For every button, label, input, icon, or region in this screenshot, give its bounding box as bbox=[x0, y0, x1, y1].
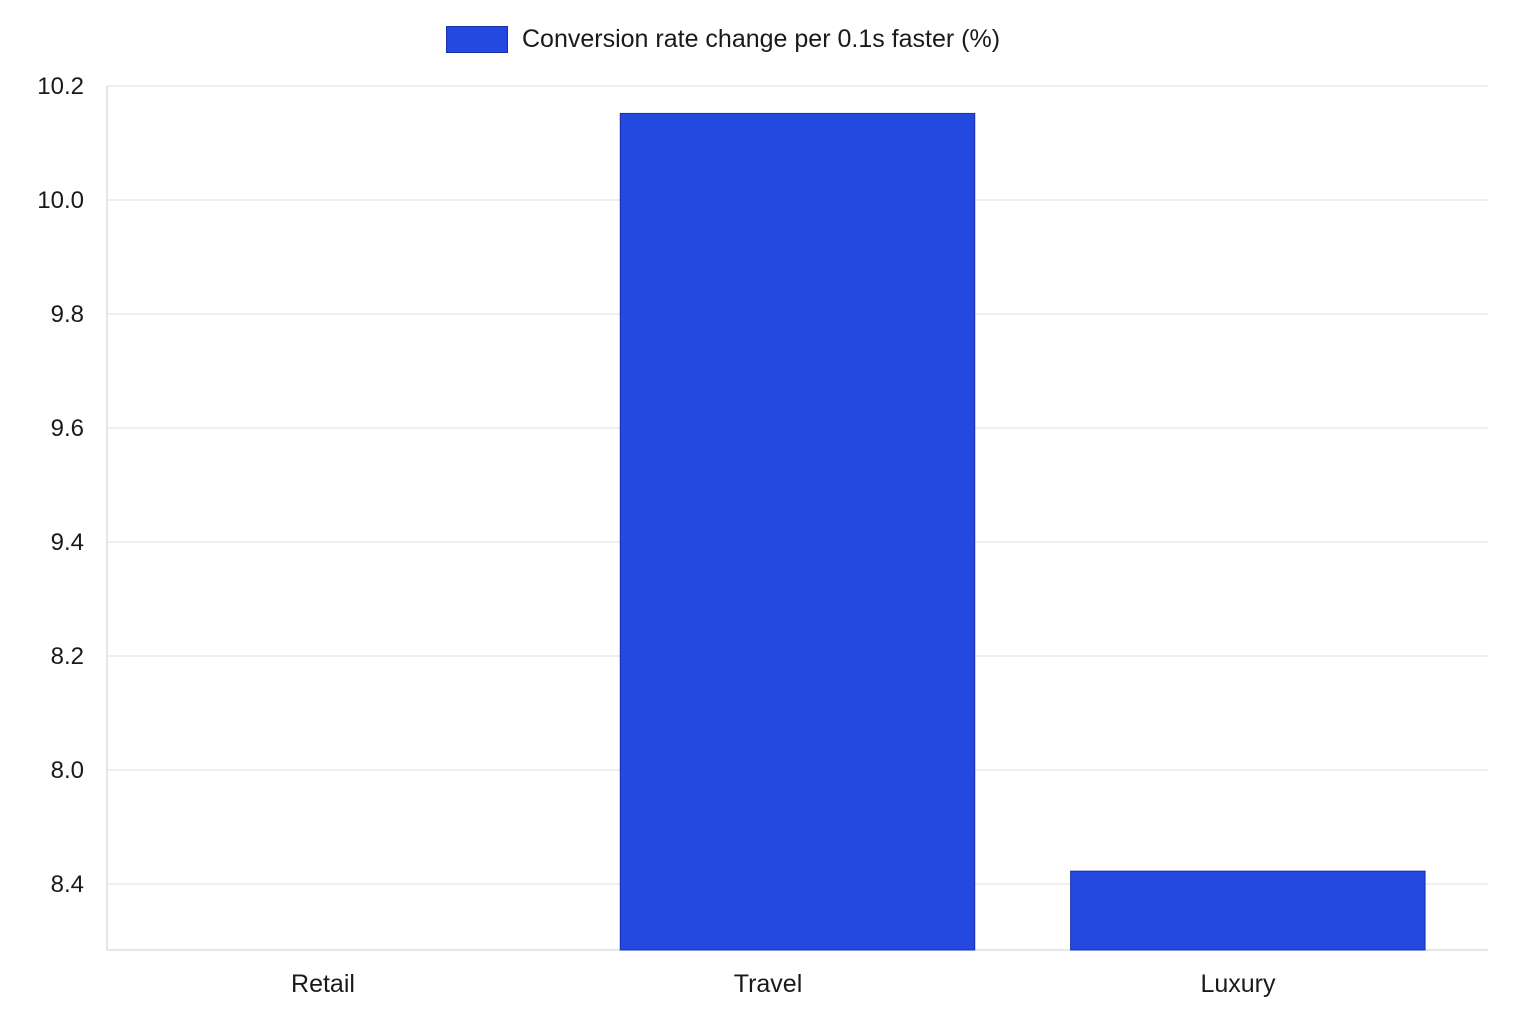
y-tick-label: 8.0 bbox=[51, 757, 84, 784]
y-tick-label: 8.2 bbox=[51, 643, 84, 670]
y-tick-label: 9.8 bbox=[51, 301, 84, 328]
x-tick-label-retail: Retail bbox=[291, 970, 355, 998]
x-tick-label-luxury: Luxury bbox=[1200, 970, 1276, 998]
legend: Conversion rate change per 0.1s faster (… bbox=[446, 24, 1000, 54]
legend-swatch bbox=[446, 25, 508, 53]
x-tick-labels: Retail Travel Luxury bbox=[291, 970, 1276, 998]
y-tick-label: 10.0 bbox=[37, 187, 84, 214]
legend-label: Conversion rate change per 0.1s faster (… bbox=[522, 24, 1001, 53]
y-tick-labels: 10.2 10.0 9.8 9.6 9.4 8.2 8.0 8.4 bbox=[37, 73, 84, 898]
bar-luxury bbox=[1070, 870, 1426, 951]
y-tick-label: 9.4 bbox=[51, 529, 84, 556]
bar-travel bbox=[619, 112, 976, 951]
y-tick-label: 10.2 bbox=[37, 73, 84, 100]
y-tick-label: 8.4 bbox=[51, 871, 84, 898]
y-tick-label: 9.6 bbox=[51, 415, 84, 442]
x-tick-label-travel: Travel bbox=[734, 970, 803, 998]
bars bbox=[619, 112, 1426, 951]
